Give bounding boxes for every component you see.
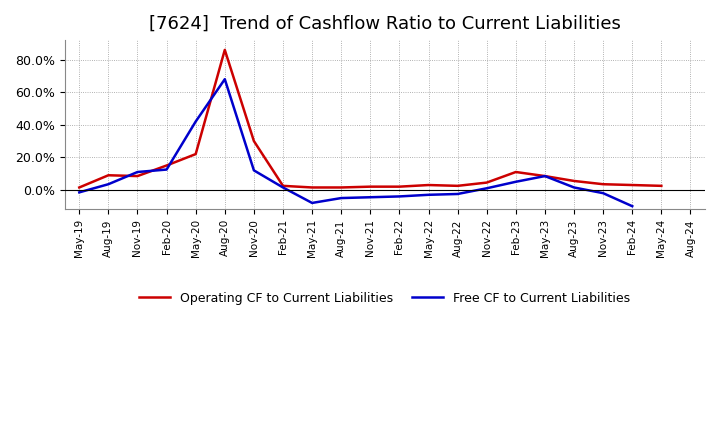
Title: [7624]  Trend of Cashflow Ratio to Current Liabilities: [7624] Trend of Cashflow Ratio to Curren…: [149, 15, 621, 33]
Free CF to Current Liabilities: [454, 191, 462, 197]
Operating CF to Current Liabilities: [192, 151, 200, 157]
Line: Operating CF to Current Liabilities: Operating CF to Current Liabilities: [79, 50, 662, 187]
Free CF to Current Liabilities: [511, 179, 520, 184]
Operating CF to Current Liabilities: [162, 163, 171, 168]
Free CF to Current Liabilities: [192, 119, 200, 124]
Free CF to Current Liabilities: [541, 173, 549, 179]
Free CF to Current Liabilities: [337, 195, 346, 201]
Operating CF to Current Liabilities: [366, 184, 374, 189]
Free CF to Current Liabilities: [162, 167, 171, 172]
Free CF to Current Liabilities: [366, 194, 374, 200]
Free CF to Current Liabilities: [570, 185, 578, 190]
Operating CF to Current Liabilities: [599, 182, 608, 187]
Operating CF to Current Liabilities: [395, 184, 404, 189]
Operating CF to Current Liabilities: [104, 172, 113, 178]
Operating CF to Current Liabilities: [250, 139, 258, 144]
Operating CF to Current Liabilities: [279, 183, 287, 188]
Operating CF to Current Liabilities: [541, 173, 549, 179]
Operating CF to Current Liabilities: [337, 185, 346, 190]
Legend: Operating CF to Current Liabilities, Free CF to Current Liabilities: Operating CF to Current Liabilities, Fre…: [134, 287, 636, 310]
Free CF to Current Liabilities: [482, 186, 491, 191]
Free CF to Current Liabilities: [104, 182, 113, 187]
Operating CF to Current Liabilities: [570, 178, 578, 183]
Free CF to Current Liabilities: [599, 191, 608, 196]
Free CF to Current Liabilities: [307, 200, 316, 205]
Free CF to Current Liabilities: [628, 204, 636, 209]
Operating CF to Current Liabilities: [220, 47, 229, 52]
Operating CF to Current Liabilities: [454, 183, 462, 188]
Operating CF to Current Liabilities: [307, 185, 316, 190]
Free CF to Current Liabilities: [395, 194, 404, 199]
Operating CF to Current Liabilities: [75, 185, 84, 190]
Free CF to Current Liabilities: [75, 190, 84, 195]
Operating CF to Current Liabilities: [657, 183, 666, 188]
Free CF to Current Liabilities: [250, 168, 258, 173]
Operating CF to Current Liabilities: [628, 183, 636, 188]
Line: Free CF to Current Liabilities: Free CF to Current Liabilities: [79, 79, 632, 206]
Operating CF to Current Liabilities: [424, 183, 433, 188]
Free CF to Current Liabilities: [220, 77, 229, 82]
Operating CF to Current Liabilities: [482, 180, 491, 185]
Operating CF to Current Liabilities: [511, 169, 520, 175]
Operating CF to Current Liabilities: [133, 173, 142, 179]
Free CF to Current Liabilities: [279, 185, 287, 190]
Free CF to Current Liabilities: [424, 192, 433, 198]
Free CF to Current Liabilities: [133, 169, 142, 175]
